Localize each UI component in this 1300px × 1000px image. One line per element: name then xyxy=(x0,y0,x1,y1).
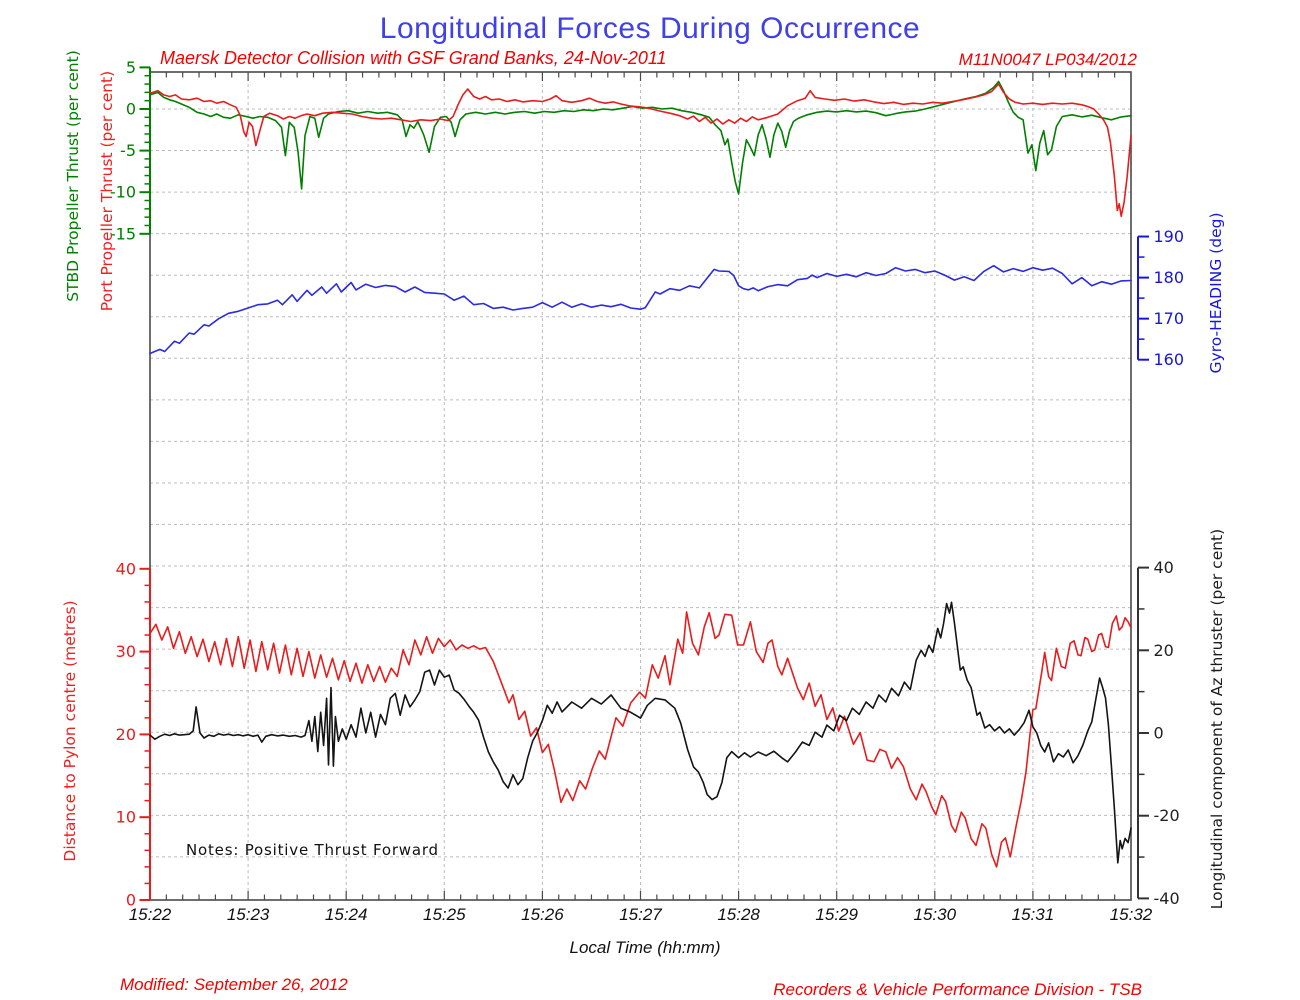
modified-date-text: Modified: September 26, 2012 xyxy=(120,975,348,994)
x-tick-label: 15:29 xyxy=(815,905,858,924)
series-stbd-propeller-thrust-line xyxy=(149,80,1132,195)
heading-tick-label: 190 xyxy=(1154,227,1185,246)
series-port-propeller-thrust-line xyxy=(149,83,1132,218)
thrust-tick-label: -10 xyxy=(110,183,136,202)
stbd-thrust-axis-label: STBD Propeller Thrust (per cent) xyxy=(64,50,82,302)
x-tick-label: 15:31 xyxy=(1012,905,1055,924)
x-tick-label: 15:30 xyxy=(914,905,957,924)
distance-tick-label: 20 xyxy=(116,725,136,744)
port-thrust-axis-label: Port Propeller Thrust (per cent) xyxy=(98,70,116,312)
distance-tick-label: 30 xyxy=(116,642,136,661)
division-credit-text: Recorders & Vehicle Performance Division… xyxy=(773,980,1142,999)
distance-tick-label: 10 xyxy=(116,808,136,827)
series-gyro-heading-line xyxy=(149,264,1132,355)
az-tick-label: -40 xyxy=(1154,889,1180,908)
x-tick-label: 15:27 xyxy=(619,905,662,924)
gyro-heading-axis-label: Gyro-HEADING (deg) xyxy=(1207,212,1225,374)
thrust-tick-label: -5 xyxy=(120,141,136,160)
distance-tick-label: 40 xyxy=(116,559,136,578)
heading-tick-label: 180 xyxy=(1154,268,1185,287)
distance-tick-label: 0 xyxy=(126,891,136,910)
az-thruster-axis-label: Longitudinal component of Az thruster (p… xyxy=(1208,528,1226,910)
series-az-thruster-longitudinal-line xyxy=(149,601,1132,864)
series-distance-to-pylon-line xyxy=(149,611,1132,868)
thrust-tick-label: -15 xyxy=(110,224,136,243)
x-tick-label: 15:23 xyxy=(227,905,270,924)
distance-axis-label: Distance to Pylon centre (metres) xyxy=(61,600,79,862)
heading-tick-label: 170 xyxy=(1154,309,1185,328)
chart-title: Longitudinal Forces During Occurrence xyxy=(379,12,921,45)
x-tick-label: 15:22 xyxy=(129,905,172,924)
document-reference: M11N0047 LP034/2012 xyxy=(958,50,1137,69)
x-axis-label: Local Time (hh:mm) xyxy=(569,938,721,957)
az-tick-label: -20 xyxy=(1154,806,1180,825)
x-tick-label: 15:28 xyxy=(717,905,760,924)
heading-tick-label: 160 xyxy=(1154,350,1185,369)
chart-subtitle: Maersk Detector Collision with GSF Grand… xyxy=(160,48,667,68)
x-tick-label: 15:24 xyxy=(325,905,368,924)
thrust-tick-label: 0 xyxy=(126,100,136,119)
x-tick-label: 15:32 xyxy=(1110,905,1153,924)
x-tick-label: 15:26 xyxy=(521,905,564,924)
notes-annotation: Notes: Positive Thrust Forward xyxy=(186,841,439,859)
x-tick-label: 15:25 xyxy=(423,905,466,924)
thrust-tick-label: 5 xyxy=(126,58,136,77)
az-tick-label: 20 xyxy=(1154,641,1174,660)
az-tick-label: 0 xyxy=(1154,724,1164,743)
az-tick-label: 40 xyxy=(1154,558,1174,577)
